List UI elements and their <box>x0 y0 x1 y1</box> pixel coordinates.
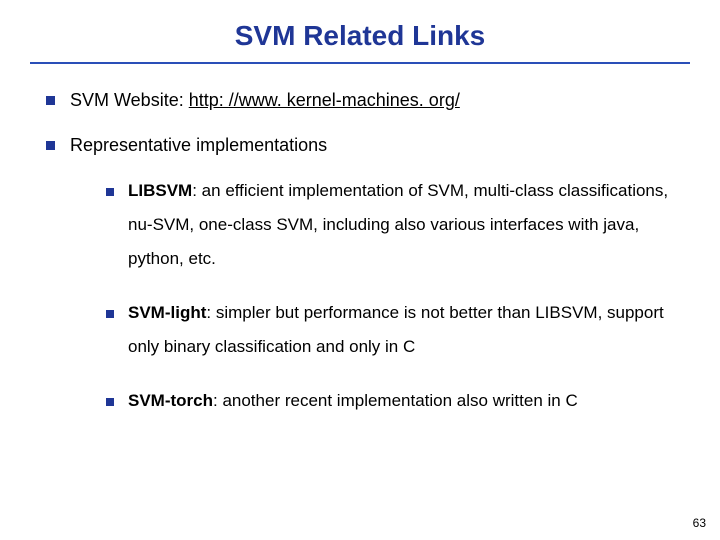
impl-desc: : another recent implementation also wri… <box>213 391 578 410</box>
page-number: 63 <box>693 516 706 530</box>
title-underline <box>30 62 690 64</box>
sub-bullet-list: LIBSVM: an efficient implementation of S… <box>70 174 680 418</box>
impl-name: SVM-light <box>128 303 206 322</box>
bullet-representative: Representative implementations LIBSVM: a… <box>40 133 680 418</box>
impl-name: SVM-torch <box>128 391 213 410</box>
slide-title: SVM Related Links <box>40 20 680 52</box>
impl-desc: : simpler but performance is not better … <box>128 303 664 356</box>
sub-bullet-svmlight: SVM-light: simpler but performance is no… <box>102 296 680 364</box>
bullet-text: Representative implementations <box>70 135 327 155</box>
impl-desc: : an efficient implementation of SVM, mu… <box>128 181 668 268</box>
svm-website-link[interactable]: http: //www. kernel-machines. org/ <box>189 90 460 110</box>
impl-name: LIBSVM <box>128 181 192 200</box>
top-bullet-list: SVM Website: http: //www. kernel-machine… <box>40 88 680 418</box>
sub-bullet-libsvm: LIBSVM: an efficient implementation of S… <box>102 174 680 276</box>
bullet-prefix: SVM Website: <box>70 90 189 110</box>
sub-bullet-svmtorch: SVM-torch: another recent implementation… <box>102 384 680 418</box>
bullet-svm-website: SVM Website: http: //www. kernel-machine… <box>40 88 680 113</box>
slide-container: SVM Related Links SVM Website: http: //w… <box>0 0 720 540</box>
